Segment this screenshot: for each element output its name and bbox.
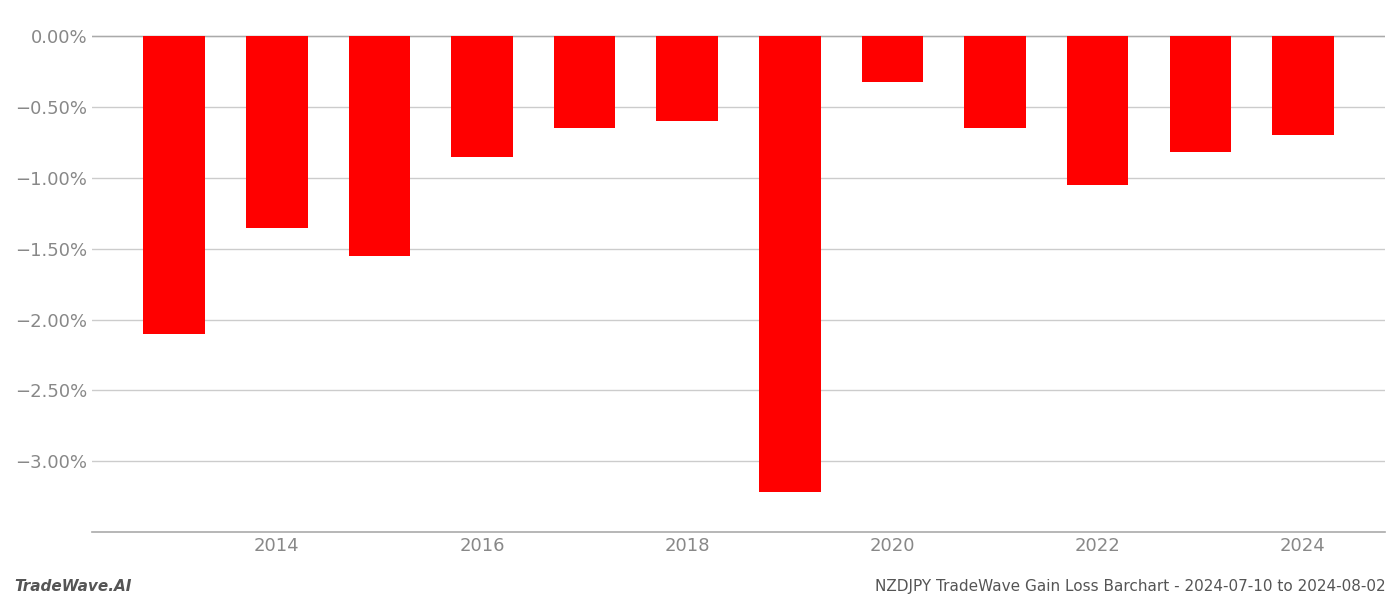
Bar xyxy=(246,36,308,227)
Bar xyxy=(1273,36,1334,136)
Bar xyxy=(451,36,512,157)
Bar xyxy=(861,36,923,82)
Bar xyxy=(759,36,820,493)
Text: NZDJPY TradeWave Gain Loss Barchart - 2024-07-10 to 2024-08-02: NZDJPY TradeWave Gain Loss Barchart - 20… xyxy=(875,579,1386,594)
Bar xyxy=(143,36,204,334)
Bar xyxy=(349,36,410,256)
Text: TradeWave.AI: TradeWave.AI xyxy=(14,579,132,594)
Bar xyxy=(1067,36,1128,185)
Bar xyxy=(554,36,616,128)
Bar xyxy=(1169,36,1231,152)
Bar xyxy=(965,36,1026,128)
Bar xyxy=(657,36,718,121)
